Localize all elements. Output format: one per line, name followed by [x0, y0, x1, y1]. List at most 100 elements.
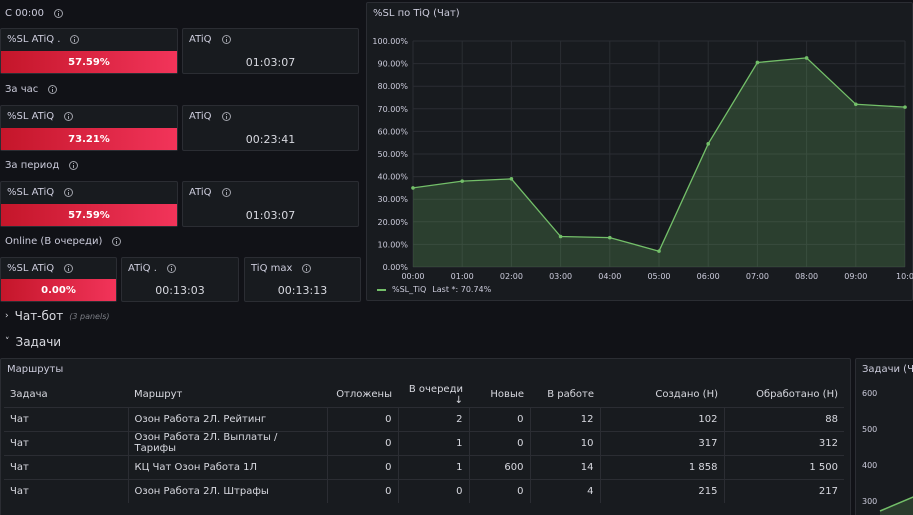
row-title-period[interactable]: За период — [5, 160, 79, 171]
table-cell: 4 — [529, 478, 600, 503]
row-title-label: Online (В очереди) — [5, 236, 103, 247]
table-cell: 1 500 — [723, 454, 844, 479]
stat-value: 73.21% — [1, 128, 177, 150]
section-tasks[interactable]: ˅ Задачи — [5, 335, 61, 349]
x-tick-label: 10:0 — [896, 272, 913, 281]
y-tick-label: 30.00% — [377, 195, 408, 204]
info-icon[interactable] — [302, 264, 312, 273]
table-cell: 0 — [326, 406, 398, 431]
info-icon[interactable] — [221, 35, 231, 44]
chevron-down-icon: ˅ — [5, 337, 10, 347]
chart-panel-sl-tiq: %SL по TiQ (Чат) 0.00% 10.00% 20.00% 30.00%… — [366, 2, 913, 301]
info-icon[interactable] — [166, 264, 176, 273]
stat-panel-tiq-max: TiQ max 00:13:13 — [244, 257, 361, 302]
table-cell: Озон Работа 2Л. Выплаты / Тарифы — [127, 430, 327, 455]
row-title-online[interactable]: Online (В очереди) — [5, 236, 122, 247]
table-row[interactable]: Чат КЦ Чат Озон Работа 1Л 0 1 600 14 1 8… — [4, 454, 844, 479]
info-icon[interactable] — [64, 264, 74, 273]
info-icon[interactable] — [69, 161, 79, 170]
info-icon[interactable] — [221, 188, 231, 197]
table-cell: 0 — [468, 406, 530, 431]
panel-title: %SL ATiQ — [7, 263, 55, 274]
table-cell: 12 — [529, 406, 600, 431]
chevron-right-icon: › — [5, 311, 9, 321]
stat-panel-atiq-2: ATiQ 00:23:41 — [182, 105, 359, 151]
panel-title: %SL ATiQ — [7, 111, 55, 122]
column-header-sorted[interactable]: В очереди ↓ — [408, 383, 463, 406]
section-meta: (3 panels) — [69, 311, 110, 321]
table-cell: 0 — [326, 454, 398, 479]
stat-value: 57.59% — [1, 51, 177, 73]
chart-legend[interactable]: %SL_TiQ Last *: 70.74% — [377, 285, 491, 294]
x-tick-label: 07:00 — [746, 272, 769, 281]
info-icon[interactable] — [221, 112, 231, 121]
table-cell: 0 — [397, 478, 469, 503]
table-cell: Чат — [4, 406, 128, 431]
table-cell: Чат — [4, 478, 128, 503]
table-cell: 2 — [397, 406, 469, 431]
table-cell: 88 — [723, 406, 844, 431]
column-header[interactable]: Создано (Н) — [655, 389, 718, 401]
tasks-chart-panel: Задачи (Ча 600 500 400 300 — [855, 358, 913, 515]
column-header[interactable]: Новые — [490, 389, 524, 401]
row-title-label: С 00:00 — [5, 8, 44, 19]
legend-last-value: Last *: 70.74% — [432, 285, 492, 294]
y-tick-label: 40.00% — [377, 173, 408, 182]
column-header[interactable]: Задача — [10, 389, 48, 401]
series-area-%SL_TiQ — [413, 57, 905, 268]
table-cell: Озон Работа 2Л. Рейтинг — [127, 406, 327, 431]
info-icon[interactable] — [53, 9, 63, 18]
y-tick-label: 400 — [862, 461, 878, 470]
table-cell: Чат — [4, 430, 128, 455]
section-title: Задачи — [15, 335, 62, 349]
row-title-label: За период — [5, 160, 60, 171]
row-title-label: За час — [5, 84, 39, 95]
data-point — [411, 186, 415, 190]
panel-title: ATiQ . — [128, 263, 157, 274]
table-cell: 14 — [529, 454, 600, 479]
panel-title: %SL ATiQ . — [7, 34, 61, 45]
y-tick-label: 80.00% — [377, 82, 408, 91]
stat-panel-atiq-1: ATiQ 01:03:07 — [182, 28, 359, 74]
info-icon[interactable] — [48, 85, 58, 94]
table-row[interactable]: Чат Озон Работа 2Л. Штрафы 0 0 0 4 215 2… — [4, 478, 844, 503]
x-tick-label: 02:00 — [500, 272, 523, 281]
row-title-since-midnight[interactable]: С 00:00 — [5, 8, 63, 19]
table-cell: 215 — [599, 478, 724, 503]
stat-panel-sl-atiq-2: %SL ATiQ 73.21% — [0, 105, 178, 151]
data-point — [804, 56, 809, 60]
table-cell: 600 — [468, 454, 530, 479]
data-point — [608, 235, 612, 240]
column-header[interactable]: Отложены — [336, 389, 392, 401]
panel-title: ATiQ — [189, 111, 212, 122]
tasks-chart-line[interactable] — [856, 359, 913, 515]
data-point — [755, 60, 760, 65]
table-row[interactable]: Чат Озон Работа 2Л. Рейтинг 0 2 0 12 102… — [4, 406, 844, 431]
section-chatbot[interactable]: › Чат-бот (3 panels) — [5, 309, 110, 323]
column-header[interactable]: В работе — [547, 389, 594, 401]
column-header[interactable]: Обработано (Н) — [756, 389, 838, 401]
table-header: Задача Маршрут Отложены В очереди ↓ Новы… — [4, 383, 844, 407]
stat-panel-sl-atiq-1: %SL ATiQ . 57.59% — [0, 28, 178, 74]
legend-swatch — [377, 288, 386, 291]
y-tick-label: 300 — [862, 497, 878, 506]
table-cell: 0 — [468, 478, 530, 503]
info-icon[interactable] — [64, 112, 74, 121]
stat-value: 00:13:13 — [277, 284, 328, 297]
info-icon[interactable] — [112, 237, 122, 246]
info-icon[interactable] — [64, 188, 74, 197]
data-point — [854, 102, 858, 107]
panel-title: Маршруты — [7, 364, 64, 375]
column-header[interactable]: Маршрут — [134, 389, 183, 401]
table-cell: 102 — [599, 406, 724, 431]
row-title-last-hour[interactable]: За час — [5, 84, 58, 95]
sl-tiq-chart[interactable]: 0.00% 10.00% 20.00% 30.00% 40.00% 50.00% 60.00… — [367, 3, 913, 302]
routes-table: Задача Маршрут Отложены В очереди ↓ Новы… — [4, 383, 844, 503]
panel-title: %SL по TiQ (Чат) — [373, 8, 460, 19]
table-cell: 10 — [529, 430, 600, 455]
x-tick-label: 00:00 — [401, 272, 424, 281]
x-tick-label: 05:00 — [647, 272, 670, 281]
info-icon[interactable] — [70, 35, 80, 44]
legend-series-name: %SL_TiQ — [392, 285, 427, 294]
table-row[interactable]: Чат Озон Работа 2Л. Выплаты / Тарифы 0 1… — [4, 430, 844, 455]
